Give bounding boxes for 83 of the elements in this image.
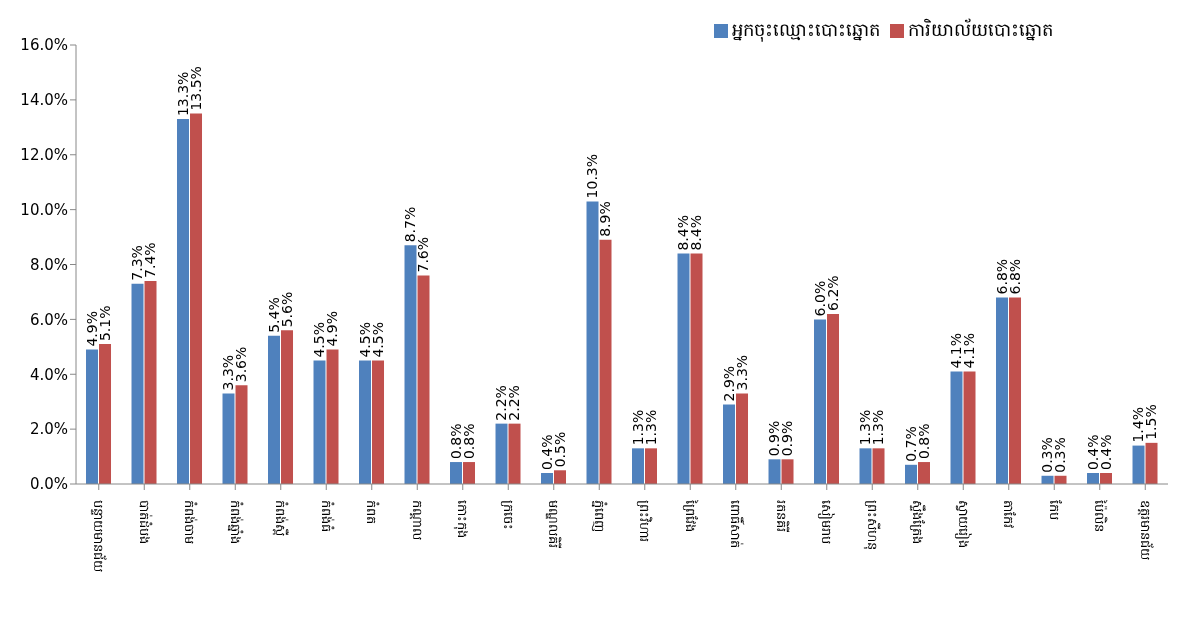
y-tick-label: 6.0% bbox=[29, 310, 68, 329]
bar bbox=[996, 297, 1009, 484]
x-tick-label: ស្វាយរៀង bbox=[953, 500, 972, 548]
bar bbox=[268, 335, 281, 484]
x-tick-label: រតនគិរី bbox=[773, 500, 790, 532]
x-tick-label: កំពង់ធំ bbox=[318, 500, 335, 532]
bar bbox=[723, 404, 736, 484]
bar bbox=[872, 448, 885, 484]
x-tick-label: សៀមរាប bbox=[817, 500, 836, 544]
bar bbox=[86, 349, 99, 484]
bar bbox=[905, 464, 918, 484]
bar bbox=[963, 371, 976, 484]
x-tick-label: កំពង់ចាម bbox=[182, 500, 199, 544]
bar bbox=[1132, 445, 1145, 484]
bar bbox=[950, 371, 963, 484]
bar bbox=[281, 330, 294, 484]
bar bbox=[177, 119, 190, 484]
x-tick-label: កោះកុង bbox=[453, 500, 471, 538]
bar bbox=[586, 201, 599, 484]
bar bbox=[508, 423, 521, 484]
x-tick-label: ប៉ៃលិន bbox=[1092, 499, 1109, 532]
bar bbox=[1087, 473, 1100, 484]
bar bbox=[99, 344, 112, 484]
x-tick-label: ព្រះវិហារ bbox=[636, 500, 654, 542]
data-label: 8.9% bbox=[597, 201, 614, 237]
bar bbox=[541, 473, 554, 484]
bar bbox=[768, 459, 781, 484]
x-tick-label: ព្រះសីហនុ bbox=[862, 500, 881, 550]
bar bbox=[859, 448, 872, 484]
x-tick-label: កែប bbox=[1046, 500, 1063, 520]
x-tick-label: បន្ទាយមានជ័យ bbox=[90, 500, 108, 572]
bar bbox=[326, 349, 339, 484]
bar bbox=[554, 470, 567, 484]
bar bbox=[190, 113, 203, 484]
y-tick-label: 0.0% bbox=[29, 475, 68, 494]
bar bbox=[450, 462, 463, 484]
x-tick-label: បាត់ដំបង bbox=[136, 500, 153, 544]
x-tick-label: កណ្តាល bbox=[408, 500, 425, 540]
bar bbox=[131, 283, 144, 484]
x-tick-label: ក្រចេះ bbox=[499, 500, 516, 530]
bar bbox=[690, 253, 703, 484]
x-tick-label: កំពង់ស្ពឺ bbox=[272, 500, 290, 536]
y-tick-label: 8.0% bbox=[29, 255, 68, 274]
legend-label: ការិយាល័យបោះឆ្នោត bbox=[907, 19, 1053, 40]
bar bbox=[677, 253, 690, 484]
bar bbox=[463, 462, 476, 484]
bar bbox=[222, 393, 235, 484]
bar bbox=[359, 360, 372, 484]
bar bbox=[404, 245, 417, 484]
bar bbox=[313, 360, 326, 484]
x-tick-label: ឧត្តរមានជ័យ bbox=[1136, 500, 1154, 560]
y-tick-label: 2.0% bbox=[29, 420, 68, 439]
legend-label: អ្នកចុះឈ្មោះបោះឆ្នោត bbox=[731, 19, 880, 40]
x-tick-label: ពោធិ៍សាត់ bbox=[728, 500, 746, 548]
x-tick-label: ភ្នំពេញ bbox=[590, 500, 608, 532]
bar bbox=[645, 448, 658, 484]
bar bbox=[1145, 442, 1158, 484]
bar bbox=[144, 280, 157, 484]
bar bbox=[918, 462, 931, 484]
x-tick-label: មណ្ឌលគិរី bbox=[545, 500, 563, 548]
bar bbox=[417, 275, 430, 484]
bar bbox=[495, 423, 508, 484]
bar bbox=[781, 459, 794, 484]
y-tick-label: 4.0% bbox=[29, 365, 68, 384]
bar bbox=[599, 239, 612, 484]
bar bbox=[1009, 297, 1022, 484]
y-tick-label: 12.0% bbox=[20, 146, 68, 165]
bar bbox=[1100, 473, 1113, 484]
x-tick-label: ព្រៃវែង bbox=[681, 499, 699, 532]
y-tick-label: 14.0% bbox=[20, 91, 68, 110]
bar bbox=[235, 385, 248, 484]
y-tick-label: 10.0% bbox=[20, 200, 68, 219]
bar bbox=[814, 319, 827, 484]
data-label: 10.3% bbox=[584, 153, 601, 199]
x-tick-label: កំពត bbox=[364, 500, 381, 524]
bar bbox=[827, 313, 840, 484]
bar bbox=[372, 360, 385, 484]
x-tick-label: ស្ទឹងត្រែង bbox=[909, 500, 927, 544]
x-tick-label: តាកែវ bbox=[1001, 500, 1018, 528]
bar bbox=[736, 393, 749, 484]
y-tick-label: 16.0% bbox=[20, 36, 68, 55]
x-tick-label: កំពង់ឆ្នាំង bbox=[226, 500, 244, 544]
bar bbox=[632, 448, 645, 484]
